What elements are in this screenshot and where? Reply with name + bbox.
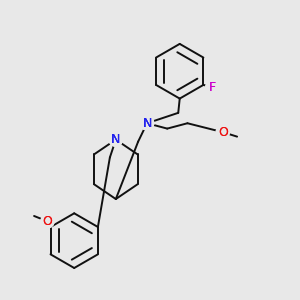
Text: F: F xyxy=(209,81,216,94)
Circle shape xyxy=(109,133,122,146)
Text: N: N xyxy=(142,117,152,130)
Text: O: O xyxy=(218,126,228,139)
Text: O: O xyxy=(43,215,52,228)
Circle shape xyxy=(140,117,154,130)
Circle shape xyxy=(109,133,122,146)
Text: N: N xyxy=(142,117,152,130)
Circle shape xyxy=(109,133,122,146)
Text: N: N xyxy=(111,133,121,146)
Text: N: N xyxy=(111,133,121,146)
Circle shape xyxy=(140,117,154,130)
Circle shape xyxy=(216,126,230,139)
Circle shape xyxy=(206,81,219,94)
Circle shape xyxy=(41,215,54,228)
Text: N: N xyxy=(142,117,152,130)
Text: N: N xyxy=(111,133,121,146)
Text: O: O xyxy=(218,126,228,139)
Text: F: F xyxy=(209,81,216,94)
Text: O: O xyxy=(43,215,52,228)
Circle shape xyxy=(206,81,219,94)
Circle shape xyxy=(216,126,230,139)
Circle shape xyxy=(41,215,54,228)
Circle shape xyxy=(140,117,154,130)
Circle shape xyxy=(140,117,154,130)
